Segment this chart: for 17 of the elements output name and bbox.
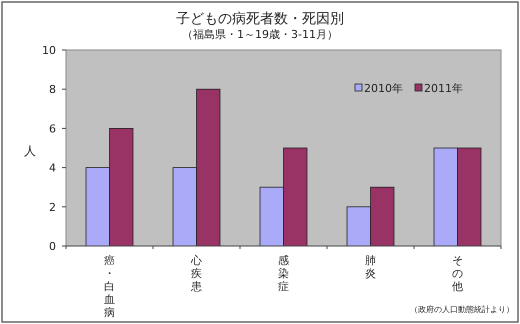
chart-title: 子どもの病死者数・死因別 (176, 11, 344, 27)
y-tick-label: 0 (49, 240, 56, 253)
chart-subtitle: （福島県・1～19歳・3-11月） (182, 28, 338, 41)
y-tick-label: 8 (49, 83, 56, 96)
x-tick-label: 癌・白血病 (104, 254, 115, 319)
x-tick-label: 肺炎 (365, 254, 376, 280)
y-tick-label: 10 (42, 44, 56, 57)
y-axis-title: 人 (24, 144, 36, 158)
text: （政府の人口動態統計より） (410, 305, 514, 314)
y-tick-label: 4 (49, 162, 56, 175)
x-tick-label: その他 (452, 254, 463, 293)
x-tick-label: 心疾患 (190, 254, 202, 293)
y-tick-label: 2 (49, 200, 56, 214)
y-tick-label: 6 (49, 122, 56, 136)
legend-label: 2011年 (424, 82, 463, 95)
x-tick-label: 感染症 (278, 254, 289, 293)
legend-label: 2010年 (364, 82, 403, 95)
